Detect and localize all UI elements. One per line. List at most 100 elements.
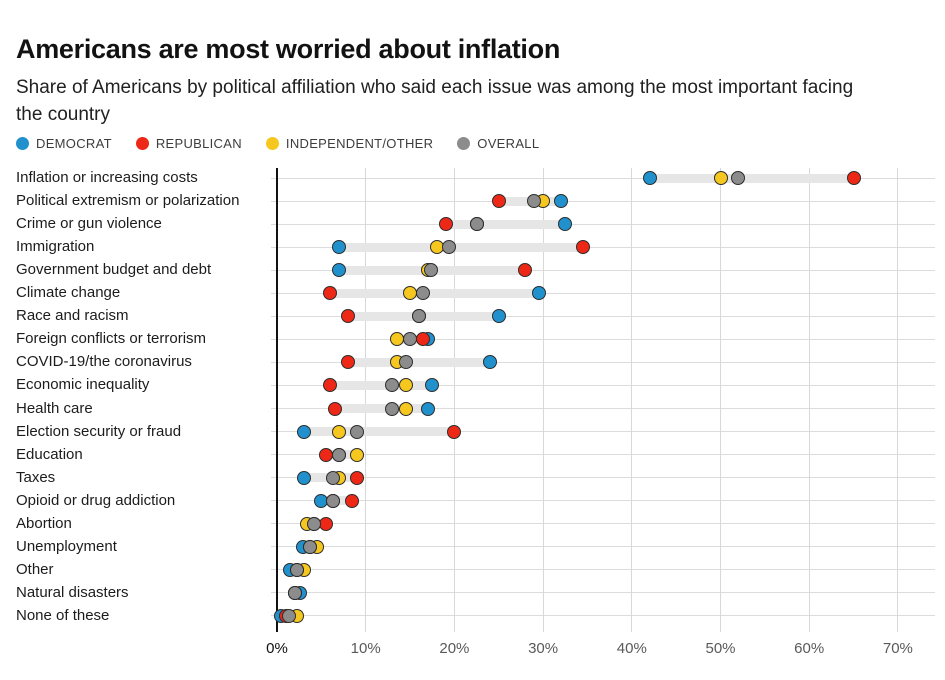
range-band: [327, 380, 436, 390]
democrat-legend-dot-icon: [16, 137, 29, 150]
overall-dot: [287, 585, 302, 600]
democrat-dot: [491, 309, 506, 324]
overall-dot: [385, 378, 400, 393]
republican-dot: [447, 424, 462, 439]
category-label: Foreign conflicts or terrorism: [16, 330, 207, 348]
legend-label: DEMOCRAT: [36, 136, 112, 151]
row-gridline: [271, 177, 935, 179]
row-gridline: [271, 546, 935, 548]
x-gridline: [897, 168, 899, 632]
x-tick-label: 60%: [794, 640, 825, 657]
overall-dot: [349, 424, 364, 439]
democrat-dot: [332, 263, 347, 278]
category-label: Opioid or drug addiction: [16, 491, 176, 509]
overall-dot: [325, 470, 340, 485]
republican-legend-dot-icon: [135, 137, 149, 150]
overall-legend-dot-icon: [457, 137, 471, 150]
independent-dot: [398, 378, 413, 393]
row-gridline: [271, 523, 935, 525]
category-label: Unemployment: [16, 537, 117, 555]
democrat-dot: [642, 171, 657, 185]
overall-dot: [302, 539, 317, 554]
category-label: Immigration: [16, 238, 95, 256]
range-band: [344, 357, 493, 367]
legend-label: OVERALL: [477, 136, 540, 151]
independent-dot: [349, 447, 364, 462]
category-label: Economic inequality: [16, 376, 150, 394]
chart-subtitle: Share of Americans by political affiliat…: [16, 77, 854, 125]
overall-dot: [385, 401, 400, 416]
row-gridline: [271, 500, 935, 502]
democrat-dot: [553, 194, 568, 209]
independent-dot: [713, 171, 728, 185]
republican-dot: [323, 286, 338, 301]
republican-dot: [518, 263, 533, 278]
range-band: [327, 288, 542, 298]
row-gridline: [271, 569, 935, 571]
x-gridline: [720, 168, 721, 632]
democrat-dot: [482, 355, 497, 370]
range-band: [331, 404, 431, 413]
democrat-dot: [296, 424, 311, 439]
x-gridline: [808, 168, 810, 632]
legend-label: INDEPENDENT/OTHER: [285, 136, 434, 151]
republican-dot: [340, 355, 355, 370]
row-gridline: [271, 223, 935, 225]
row-gridline: [271, 408, 935, 409]
overall-dot: [398, 355, 413, 370]
axis-zero-line: [275, 168, 279, 632]
row-gridline: [271, 246, 935, 248]
republican-dot: [327, 401, 342, 416]
overall-dot: [527, 194, 542, 209]
row-gridline: [271, 361, 935, 363]
category-label: Political extremism or polarization: [16, 192, 240, 210]
overall-dot: [416, 286, 431, 301]
category-label: Climate change: [16, 284, 121, 302]
republican-dot: [318, 447, 333, 462]
x-gridline: [453, 168, 455, 632]
overall-dot: [442, 240, 457, 255]
row-gridline: [271, 454, 935, 456]
legend-label: REPUBLICAN: [155, 136, 242, 151]
democrat-dot: [425, 378, 440, 393]
category-label: Abortion: [16, 514, 72, 532]
category-label: Taxes: [16, 468, 56, 486]
republican-dot: [340, 309, 355, 324]
republican-dot: [438, 217, 453, 232]
row-gridline: [271, 431, 935, 433]
category-label: Government budget and debt: [16, 261, 212, 279]
x-tick-label: 10%: [350, 640, 381, 657]
independent-dot: [332, 424, 347, 439]
row-gridline: [271, 384, 935, 386]
row-gridline: [271, 615, 935, 617]
row-gridline: [271, 292, 935, 294]
x-gridline: [365, 168, 367, 632]
category-label: Inflation or increasing costs: [16, 169, 198, 186]
x-gridline: [631, 168, 633, 632]
independent-dot: [389, 332, 404, 347]
category-label: Election security or fraud: [16, 422, 182, 440]
x-tick-label: 50%: [705, 640, 736, 657]
x-tick-label: 40%: [616, 640, 647, 657]
category-label: Natural disasters: [16, 583, 129, 601]
overall-dot: [332, 447, 347, 462]
x-tick-label: 70%: [882, 640, 913, 657]
x-tick-label: 20%: [439, 640, 470, 657]
democrat-dot: [420, 401, 435, 416]
category-label: Other: [16, 560, 54, 578]
row-gridline: [271, 477, 935, 479]
range-band: [646, 173, 857, 183]
range-band: [336, 242, 586, 252]
category-label: Race and racism: [16, 307, 129, 325]
overall-dot: [290, 562, 305, 577]
overall-dot: [403, 332, 418, 347]
row-gridline: [271, 269, 935, 271]
overall-dot: [731, 171, 746, 185]
republican-dot: [491, 194, 506, 209]
category-label: Crime or gun violence: [16, 215, 162, 233]
category-label: COVID-19/the coronavirus: [16, 353, 192, 371]
category-label: None of these: [16, 606, 110, 624]
legend-item-independent: INDEPENDENT/OTHER: [265, 136, 434, 151]
row-gridline: [271, 592, 935, 594]
